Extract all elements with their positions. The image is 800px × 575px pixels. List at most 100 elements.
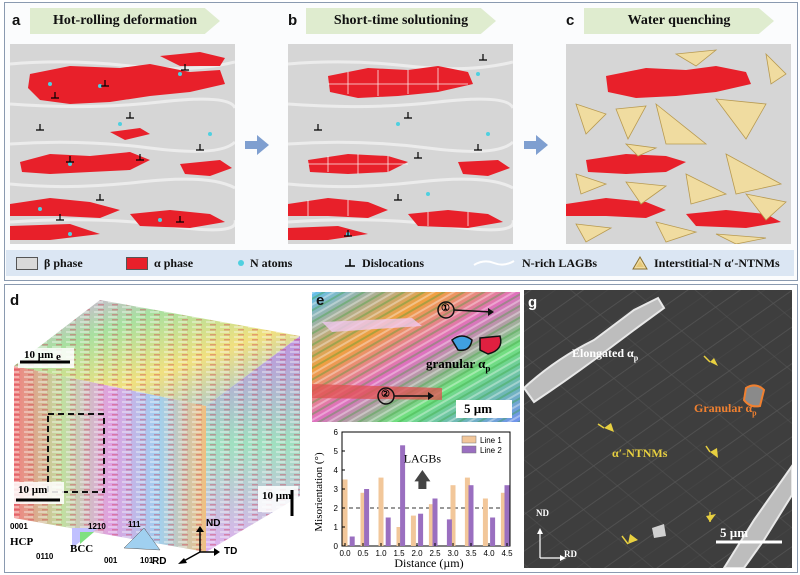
hcp-0001-label: 0001 [10, 522, 28, 531]
y-tick-label: 6 [334, 428, 339, 437]
bcc-001-label: 001 [104, 556, 118, 565]
microstructure-map-b [288, 44, 513, 244]
x-tick-label: 1.0 [375, 549, 387, 558]
granular-alpha-label: granular αp [426, 356, 490, 374]
legend-label-2: Line 2 [480, 446, 502, 455]
granular-alpha-sem-sub: p [752, 408, 757, 418]
bar-line-2-9 [504, 485, 510, 546]
bar-line-2-8 [490, 517, 496, 546]
bar-line-2-6 [446, 519, 452, 546]
elongated-alpha-text: Elongated α [572, 346, 634, 360]
bar-line-1-5 [428, 504, 434, 546]
x-tick-label: 3.0 [447, 549, 459, 558]
legend-dislocations-label: Dislocations [362, 255, 425, 270]
granular-alpha-text: granular α [426, 356, 486, 371]
y-tick-label: 0 [334, 542, 339, 551]
banner-hot-rolling: Hot-rolling deformation [30, 8, 220, 34]
x-tick-label: 4.5 [501, 549, 513, 558]
y-tick-label: 4 [334, 466, 339, 475]
granular-alpha-sem-label: Granular αp [694, 401, 757, 417]
bar-line-2-3 [400, 445, 406, 546]
inset-region-e [47, 413, 105, 493]
schematic-legend: β phase α phase N atoms Dislocations N-r… [6, 250, 794, 276]
beta-swatch [16, 256, 38, 270]
hcp-0110-label: 0110 [36, 552, 54, 561]
dislocation-icon [345, 259, 355, 267]
bcc-111-label: 111 [128, 520, 141, 529]
y-axis-label: Misorientation (°) [313, 452, 325, 532]
ebsd-3d-cube [14, 300, 300, 564]
ebsd-inset-map [312, 292, 520, 422]
bar-line-1-4 [410, 515, 416, 546]
bar-line-2-1 [364, 489, 370, 546]
banner-solutioning: Short-time solutioning [306, 8, 496, 34]
bcc-label: BCC [70, 543, 94, 555]
alpha-swatch [126, 256, 148, 270]
lagb-line-icon [473, 260, 515, 266]
scale-e-label: 5 µm [464, 401, 493, 416]
bar-line-1-7 [464, 477, 470, 546]
ntnms-label: α′-NTNMs [612, 446, 668, 460]
bar-line-2-0 [349, 536, 355, 546]
y-tick-label: 2 [334, 504, 339, 513]
bar-line-1-1 [360, 492, 366, 546]
x-tick-label: 2.5 [429, 549, 441, 558]
x-tick-label: 2.0 [411, 549, 423, 558]
bar-line-2-5 [432, 498, 438, 546]
scale-top-label: 10 µm [24, 349, 54, 361]
marker-line-2: ② [381, 389, 390, 400]
legend-lagbs: N-rich LAGBs [472, 256, 597, 271]
x-tick-label: 0.5 [357, 549, 369, 558]
granular-alpha-sub: p [485, 363, 491, 374]
axis-nd-label: ND [206, 518, 221, 529]
bar-line-1-8 [482, 498, 488, 546]
misorientation-chart: 0 1 2 3 4 5 6 0.0 0.5 1.0 1.5 2.0 2.5 3.0 3.5 4.0 4.5 Lin… [312, 424, 520, 570]
marker-line-1: ① [441, 303, 450, 314]
panel-letter-c: c [566, 12, 575, 29]
scale-right-label: 10 µm [262, 490, 292, 502]
sem-nd-label: ND [536, 508, 549, 518]
panel-letter-d: d [10, 292, 20, 309]
panel-letter-e: e [316, 292, 325, 309]
sem-texture [524, 290, 792, 568]
scale-left-label: 10 µm [18, 484, 48, 496]
hcp-label: HCP [10, 536, 34, 548]
legend-swatch-1 [461, 435, 477, 444]
hcp-1210-label: 1210 [88, 522, 106, 531]
x-tick-label: 3.5 [465, 549, 477, 558]
legend-dislocations: Dislocations [344, 256, 424, 271]
bar-line-2-2 [385, 517, 391, 546]
axis-rd-label: RD [152, 556, 167, 567]
lagbs-arrow-icon [414, 470, 431, 489]
legend-n-atoms-label: N atoms [250, 255, 293, 270]
legend-ntnms-label: Interstitial-N α′-NTNMs [654, 255, 780, 270]
elongated-alpha-sub: p [633, 353, 639, 363]
x-tick-label: 1.5 [393, 549, 405, 558]
legend-swatch-2 [461, 445, 477, 454]
x-tick-label: 0.0 [339, 549, 351, 558]
elongated-alpha-label: Elongated αp [572, 346, 638, 362]
panel-letter-g: g [528, 294, 538, 311]
legend-alpha: α phase [126, 256, 193, 271]
sem-scale-label: 5 µm [720, 525, 749, 540]
y-tick-label: 5 [334, 447, 339, 456]
x-tick-label: 4.0 [483, 549, 495, 558]
bar-line-1-6 [450, 485, 456, 546]
legend-lagbs-label: N-rich LAGBs [522, 255, 597, 270]
legend-beta-label: β phase [44, 255, 83, 270]
panel-letter-b: b [288, 12, 298, 29]
granular-alpha-sem-text: Granular α [694, 401, 753, 415]
process-arrow-2 [524, 135, 548, 155]
microstructure-map-c [566, 44, 791, 244]
x-axis-label: Distance (µm) [394, 556, 463, 570]
n-atom-dot-icon [238, 260, 244, 266]
bar-line-1-9 [500, 492, 506, 546]
lagbs-annotation: LAGBs [404, 451, 442, 465]
panel-letter-a: a [12, 12, 21, 29]
y-tick-label: 3 [334, 485, 339, 494]
axis-td-label: TD [224, 546, 238, 557]
y-tick-label: 1 [334, 523, 339, 532]
legend-ntnms: Interstitial-N α′-NTNMs [632, 256, 780, 271]
microstructure-map-a [10, 44, 235, 244]
bar-line-1-0 [342, 479, 348, 546]
